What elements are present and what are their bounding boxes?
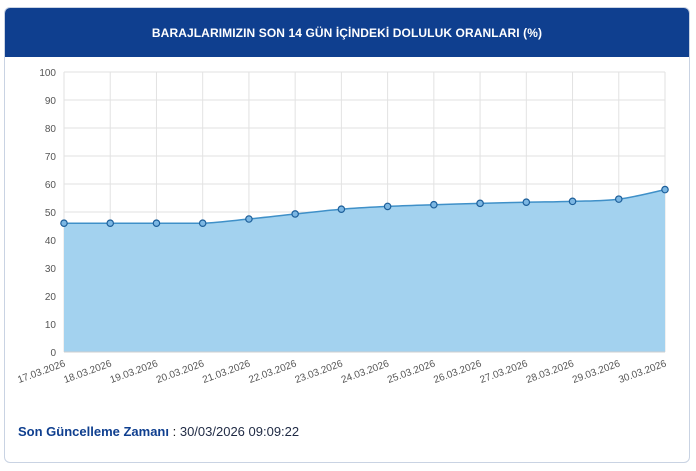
- data-point-29.03.2026: [614, 195, 623, 203]
- x-tick-label: 25.03.2026: [386, 358, 437, 386]
- x-tick-label: 27.03.2026: [479, 358, 530, 386]
- x-tick-label: 29.03.2026: [571, 358, 622, 386]
- data-point-30.03.2026: [661, 185, 669, 194]
- x-tick-label: 23.03.2026: [294, 358, 345, 386]
- x-tick-label: 21.03.2026: [201, 358, 252, 386]
- last-update-value: 30/03/2026 09:09:22: [179, 424, 300, 439]
- x-tick-label: 20.03.2026: [155, 358, 206, 386]
- data-point-19.03.2026: [152, 219, 161, 228]
- y-tick-label: 30: [45, 264, 57, 275]
- y-tick-label: 10: [45, 320, 57, 331]
- data-point-26.03.2026: [476, 199, 484, 208]
- last-update-separator: :: [169, 424, 180, 439]
- y-tick-label: 70: [45, 152, 57, 163]
- fill-rate-chart: 0 10 20 30 40 50 60 70 80 90 100 17.03.202618.03.20…: [16, 68, 669, 386]
- data-point-20.03.2026: [198, 219, 207, 228]
- y-tick-label: 60: [45, 180, 57, 191]
- last-update: Son Güncelleme Zamanı : 30/03/2026 09:09…: [18, 424, 299, 439]
- data-point-28.03.2026: [568, 197, 577, 206]
- x-tick-label: 17.03.2026: [16, 358, 67, 386]
- data-point-18.03.2026: [106, 219, 115, 228]
- chart-title: BARAJLARIMIZIN SON 14 GÜN İÇİNDEKİ DOLUL…: [5, 8, 689, 57]
- data-point-24.03.2026: [383, 202, 392, 211]
- series-line: [64, 188, 666, 224]
- y-tick-label: 90: [45, 96, 57, 107]
- data-point-23.03.2026: [337, 205, 346, 214]
- x-tick-label: 24.03.2026: [340, 358, 391, 386]
- y-tick-label: 50: [45, 208, 57, 219]
- series-area: [64, 189, 665, 352]
- data-point-25.03.2026: [430, 200, 438, 209]
- x-tick-label: 30.03.2026: [617, 358, 668, 386]
- data-point-17.03.2026: [60, 219, 68, 228]
- x-tick-label: 19.03.2026: [109, 358, 160, 386]
- x-tick-label: 28.03.2026: [525, 358, 576, 386]
- x-tick-label: 18.03.2026: [62, 358, 113, 386]
- y-tick-label: 40: [45, 236, 57, 247]
- data-point-27.03.2026: [522, 198, 531, 207]
- last-update-label: Son Güncelleme Zamanı: [18, 424, 169, 439]
- y-tick-label: 80: [45, 124, 57, 135]
- x-tick-label: 22.03.2026: [247, 358, 298, 386]
- data-point-22.03.2026: [291, 210, 299, 218]
- y-tick-label: 100: [39, 68, 56, 79]
- x-tick-label: 26.03.2026: [432, 358, 483, 386]
- data-point-21.03.2026: [245, 215, 253, 223]
- y-tick-label: 20: [45, 292, 57, 303]
- y-tick-label: 0: [50, 348, 56, 359]
